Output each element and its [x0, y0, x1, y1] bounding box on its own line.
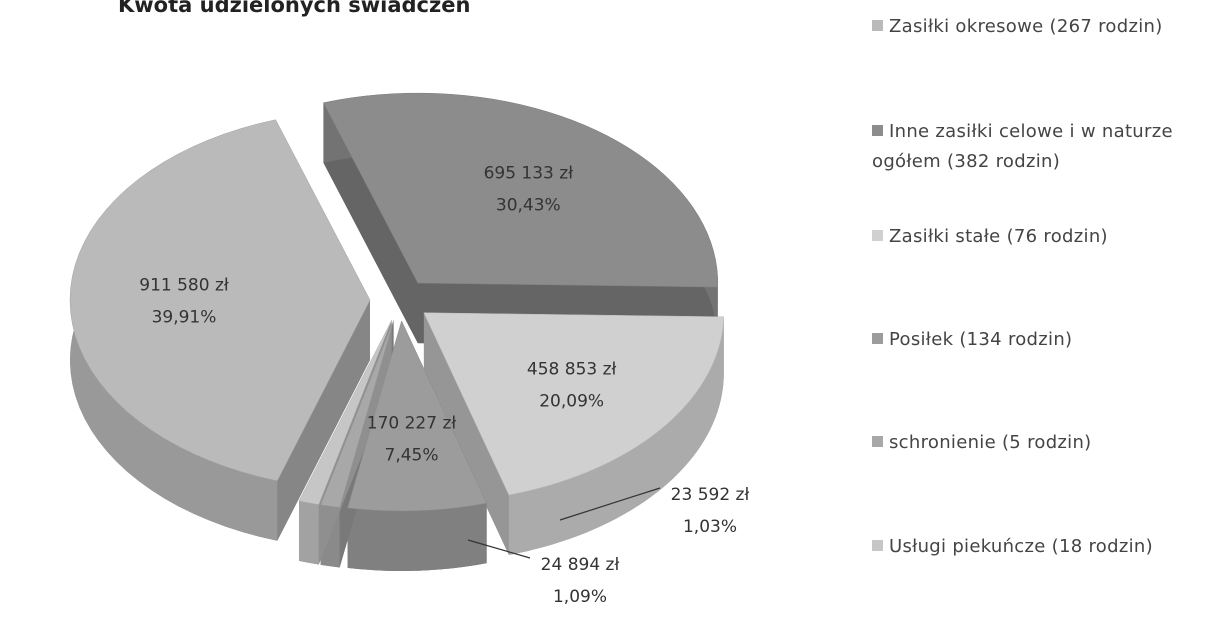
legend-label: schronienie (5 rodzin) [889, 432, 1092, 453]
slice-side [347, 503, 487, 571]
legend-item: Posiłek (134 rodzin) [872, 325, 1222, 355]
slice [69, 119, 371, 482]
legend-swatch [872, 436, 883, 447]
legend-label: Inne zasiłki celowe i w naturze ogółem (… [872, 121, 1173, 172]
leader-line [559, 487, 661, 521]
slice-side [508, 316, 724, 555]
slice [347, 320, 488, 512]
legend-label: Zasiłki stałe (76 rodzin) [889, 226, 1108, 247]
legend-swatch [872, 333, 883, 344]
legend-item: Usługi piekuńcze (18 rodzin) [872, 532, 1222, 562]
slice-side [299, 500, 319, 565]
data-label-percent: 39,91% [152, 307, 217, 327]
slice [320, 320, 394, 508]
data-label-percent: 30,43% [496, 195, 561, 215]
data-label-percent: 1,03% [683, 517, 737, 537]
slice-tops [69, 92, 725, 512]
data-label: 23 592 zł [671, 485, 750, 505]
slice [423, 312, 725, 496]
data-label: 170 227 zł [367, 414, 457, 434]
data-label: 695 133 zł [484, 163, 574, 183]
legend-label: Usługi piekuńcze (18 rodzin) [889, 536, 1153, 557]
legend-swatch [872, 540, 883, 551]
data-label: 458 853 zł [527, 359, 617, 379]
data-label-percent: 1,09% [553, 587, 607, 607]
data-label-percent: 20,09% [539, 391, 604, 411]
legend-item: schronienie (5 rodzin) [872, 428, 1222, 458]
legend-item: Inne zasiłki celowe i w naturze ogółem (… [872, 117, 1222, 177]
legend-label: Zasiłki okresowe (267 rodzin) [889, 16, 1163, 37]
legend-label: Posiłek (134 rodzin) [889, 329, 1073, 350]
chart-title: Kwota udzielonych świadczeń [118, 0, 470, 17]
legend-item: Zasiłki stałe (76 rodzin) [872, 222, 1222, 252]
data-label: 911 580 zł [139, 275, 229, 295]
leader-line [467, 539, 531, 559]
slice [298, 320, 392, 505]
legend-item: Zasiłki okresowe (267 rodzin) [872, 12, 1222, 42]
legend-swatch [872, 20, 883, 31]
legend-swatch [872, 125, 883, 136]
slice [323, 92, 719, 288]
data-label: 24 894 zł [541, 555, 620, 575]
data-label-percent: 7,45% [385, 446, 439, 466]
legend-swatch [872, 230, 883, 241]
pie-area: Kwota udzielonych świadczeń 911 580 zł 39… [69, 0, 750, 607]
